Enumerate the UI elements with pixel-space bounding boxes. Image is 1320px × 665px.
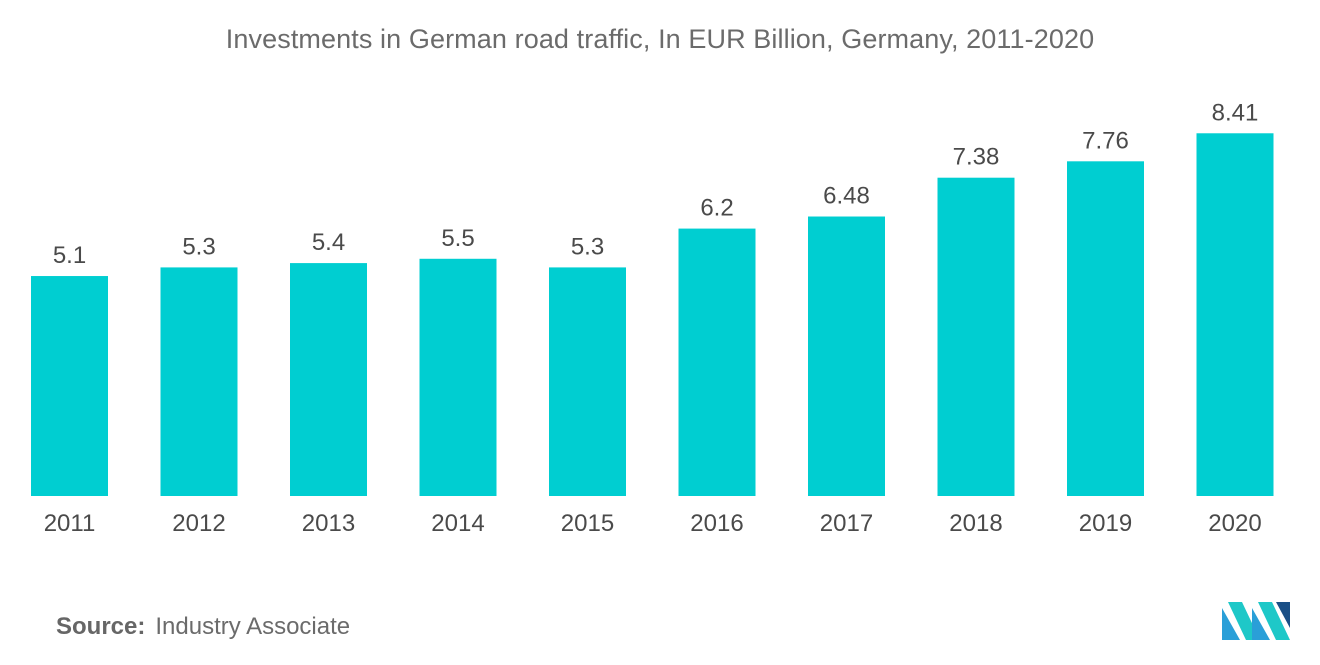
source-label: Source: [56,613,146,640]
value-label-2015: 5.3 [571,233,604,260]
x-tick-2020: 2020 [1208,510,1261,537]
bars-layer [31,133,1274,497]
value-label-2016: 6.2 [700,195,733,222]
source-note: Source: Industry Associate [56,613,350,641]
value-label-2014: 5.5 [441,225,474,252]
value-label-2019: 7.76 [1082,127,1129,154]
bar-2012 [160,267,238,496]
x-tick-2019: 2019 [1079,510,1132,537]
bar-2017 [808,216,885,497]
x-tick-2012: 2012 [172,510,225,537]
bar-2015 [549,267,626,496]
value-label-2012: 5.3 [182,233,215,260]
value-labels-layer: 5.1 5.3 5.4 5.5 5.3 6.2 6.48 7.38 7.76 8.41 [53,99,1259,269]
mordor-intelligence-logo-icon [1222,602,1290,640]
x-axis-tick-labels: 2011 2012 2013 2014 2015 2016 2017 2018 2019 2020 [44,510,1262,537]
value-label-2011: 5.1 [53,242,86,269]
source-value: Industry Associate [155,613,351,640]
x-tick-2016: 2016 [690,510,743,537]
x-tick-2015: 2015 [561,510,614,537]
x-tick-2018: 2018 [949,510,1002,537]
bar-2016 [678,228,756,496]
x-tick-2011: 2011 [44,510,96,537]
bar-2013 [290,263,367,496]
x-tick-2013: 2013 [302,510,355,537]
value-label-2013: 5.4 [312,229,345,256]
bar-chart: 5.1 5.3 5.4 5.5 5.36.2 6.487.387.768.41 2011 2… [31,99,1274,537]
value-label-2017: 6.48 [823,183,870,210]
bar-2019 [1067,161,1144,496]
value-label-2020: 8.41 [1212,99,1259,126]
chart-title: Investments in German road traffic, In E… [225,24,1095,54]
bar-2011 [31,276,108,496]
x-tick-2014: 2014 [431,510,484,537]
bar-2018 [937,177,1015,496]
value-label-2018: 7.38 [953,144,1000,171]
bar-2014 [419,258,497,496]
x-tick-2017: 2017 [820,510,873,537]
bar-2020 [1196,133,1274,496]
